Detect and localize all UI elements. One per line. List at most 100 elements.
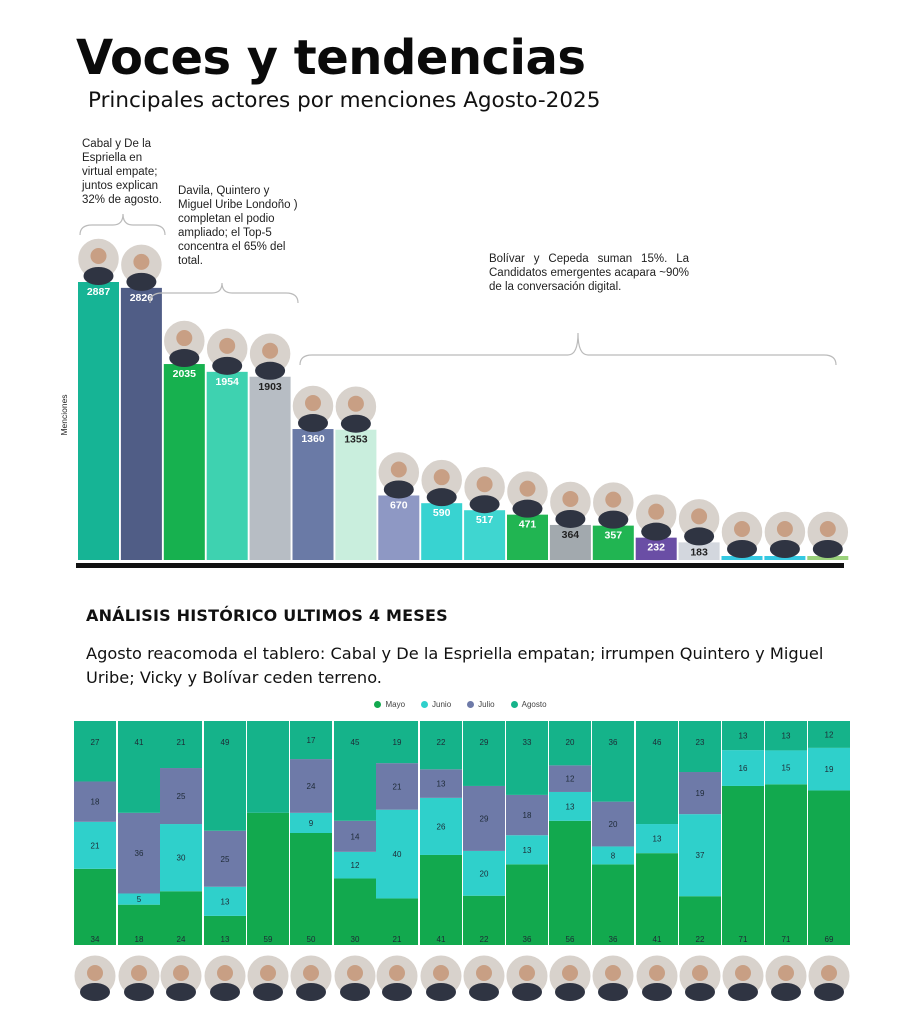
history-value-label: 50 bbox=[307, 935, 316, 944]
history-avatar-17 bbox=[764, 954, 808, 1001]
mention-bar bbox=[464, 510, 506, 560]
history-value-label: 20 bbox=[480, 869, 489, 878]
history-value-label: 69 bbox=[825, 935, 834, 944]
history-segment-mayo bbox=[204, 915, 246, 945]
history-avatar-4 bbox=[203, 954, 247, 1001]
history-value-label: 13 bbox=[437, 780, 446, 789]
history-segment-agosto bbox=[334, 721, 376, 821]
history-value-label: 59 bbox=[264, 935, 273, 944]
history-segment-junio bbox=[463, 850, 505, 896]
brace-top2 bbox=[79, 213, 166, 236]
history-segment-agosto bbox=[463, 721, 505, 786]
history-value-label: 40 bbox=[393, 850, 402, 859]
avatar-18 bbox=[806, 510, 850, 558]
history-segment-agosto bbox=[549, 721, 591, 766]
history-value-label: 18 bbox=[91, 798, 100, 807]
avatar-9 bbox=[419, 458, 464, 507]
page-subtitle: Principales actores por menciones Agosto… bbox=[88, 88, 601, 113]
history-value-label: 24 bbox=[307, 782, 316, 791]
mention-bar bbox=[592, 525, 634, 560]
history-segment-julio bbox=[290, 759, 332, 813]
avatar-17 bbox=[763, 510, 807, 558]
legend-label: Junio bbox=[432, 700, 452, 709]
history-value-label: 36 bbox=[609, 935, 618, 944]
history-segment-junio bbox=[636, 824, 678, 854]
legend-label: Agosto bbox=[521, 700, 547, 709]
history-avatar-10 bbox=[462, 954, 506, 1001]
avatar-14 bbox=[634, 492, 678, 541]
brace-emergentes bbox=[299, 332, 837, 366]
history-segment-julio bbox=[679, 772, 721, 815]
legend-label: Julio bbox=[478, 700, 495, 709]
history-value-label: 12 bbox=[351, 861, 360, 870]
history-value-label: 13 bbox=[221, 935, 230, 944]
annotation-emergentes: Bolívar y Cepeda suman 15%. La Candidato… bbox=[489, 253, 689, 293]
history-value-label: 36 bbox=[523, 935, 532, 944]
history-value-label: 13 bbox=[739, 732, 748, 741]
history-segment-mayo bbox=[290, 833, 332, 945]
history-value-label: 20 bbox=[609, 820, 618, 829]
mention-bar bbox=[249, 376, 291, 560]
avatar-2 bbox=[119, 243, 164, 291]
history-segment-junio bbox=[334, 851, 376, 879]
history-value-label: 71 bbox=[739, 935, 748, 944]
mention-bar bbox=[292, 429, 334, 560]
history-segment-agosto bbox=[808, 721, 850, 748]
history-segment-junio bbox=[118, 893, 160, 905]
history-segment-mayo bbox=[808, 790, 850, 945]
mention-value-label: 1360 bbox=[301, 433, 325, 445]
history-value-label: 56 bbox=[566, 935, 575, 944]
history-avatar-13 bbox=[591, 954, 635, 1001]
history-segment-mayo bbox=[160, 891, 202, 945]
history-segment-agosto bbox=[74, 721, 116, 782]
history-segment-agosto bbox=[636, 721, 678, 825]
history-segment-junio bbox=[679, 814, 721, 897]
mention-bar bbox=[678, 542, 720, 560]
history-segment-julio bbox=[334, 820, 376, 852]
mention-value-label: 517 bbox=[476, 514, 494, 526]
history-segment-mayo bbox=[463, 895, 505, 945]
history-avatar-8 bbox=[375, 954, 419, 1001]
history-value-label: 21 bbox=[177, 738, 186, 747]
mention-value-label: 364 bbox=[562, 529, 580, 541]
history-value-label: 30 bbox=[351, 935, 360, 944]
history-segment-junio bbox=[160, 824, 202, 892]
history-segment-junio bbox=[808, 747, 850, 791]
history-value-label: 37 bbox=[696, 851, 705, 860]
section-summary: Agosto reacomoda el tablero: Cabal y De … bbox=[86, 644, 824, 687]
history-segment-mayo bbox=[722, 785, 764, 945]
mention-value-label: 2826 bbox=[130, 292, 154, 304]
x-axis-line bbox=[76, 563, 844, 568]
history-segment-junio bbox=[204, 886, 246, 916]
history-segment-mayo bbox=[420, 854, 462, 945]
history-avatar-11 bbox=[505, 954, 549, 1001]
avatar-1 bbox=[76, 237, 121, 285]
history-value-label: 49 bbox=[221, 738, 230, 747]
annotation-top2: Cabal y De la Espriella en virtual empat… bbox=[82, 138, 162, 206]
page-title: Voces y tendencias bbox=[76, 30, 586, 86]
avatar-13 bbox=[591, 480, 636, 529]
history-segment-mayo bbox=[118, 904, 160, 945]
mention-value-label: 2035 bbox=[173, 368, 197, 380]
mention-value-label: 1954 bbox=[216, 376, 240, 388]
legend-item-junio: Junio bbox=[421, 700, 451, 709]
history-value-label: 12 bbox=[566, 775, 575, 784]
history-value-label: 13 bbox=[221, 897, 230, 906]
mention-bar bbox=[335, 429, 377, 560]
mention-bar bbox=[163, 364, 205, 560]
avatar-11 bbox=[505, 469, 550, 518]
history-segment-agosto bbox=[679, 721, 721, 773]
history-value-label: 24 bbox=[177, 935, 186, 944]
historico-stacked-chart: 34 21 18 27 18 5 36 41 24 30 25 21 13 13 25 49 59 50 9 24 17… bbox=[73, 721, 852, 1001]
history-value-label: 5 bbox=[137, 895, 142, 904]
history-value-label: 41 bbox=[653, 935, 662, 944]
history-value-label: 21 bbox=[393, 782, 402, 791]
avatar-5 bbox=[248, 332, 292, 380]
history-value-label: 16 bbox=[739, 764, 748, 773]
history-segment-agosto bbox=[247, 721, 289, 813]
history-value-label: 13 bbox=[782, 732, 791, 741]
avatar-16 bbox=[720, 510, 764, 558]
history-segment-junio bbox=[592, 846, 634, 865]
history-segment-agosto bbox=[118, 721, 160, 813]
history-avatar-5 bbox=[246, 954, 290, 1001]
